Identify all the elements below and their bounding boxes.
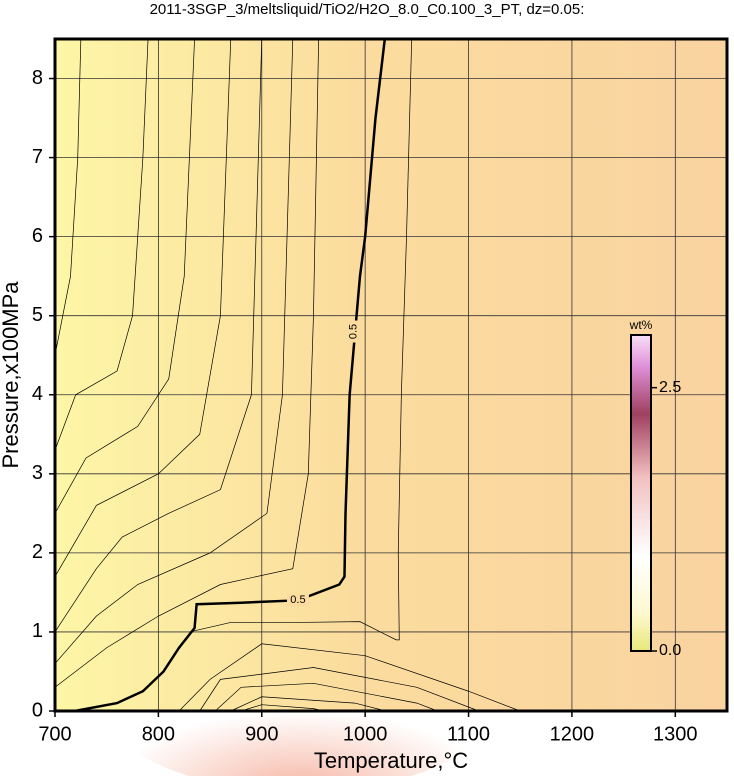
contour-line — [54, 38, 195, 514]
colorbar-tick-label: 2.5 — [659, 379, 681, 396]
contour-line — [54, 38, 82, 356]
y-tick-label: 4 — [32, 383, 43, 405]
y-tick-label: 8 — [32, 67, 43, 89]
contour-line — [54, 38, 232, 577]
y-tick-label: 5 — [32, 304, 43, 326]
y-tick-label: 6 — [32, 225, 43, 247]
x-tick-label: 1300 — [653, 723, 698, 745]
x-tick-label: 900 — [245, 723, 278, 745]
x-tick-label: 700 — [38, 723, 71, 745]
y-tick-label: 0 — [32, 699, 43, 721]
y-tick-label: 3 — [32, 462, 43, 484]
y-tick-label: 2 — [32, 541, 43, 563]
contour-line — [178, 643, 521, 712]
contour-line — [230, 696, 386, 712]
contour-line — [215, 682, 438, 712]
plot-shading — [110, 631, 490, 781]
contour-line — [54, 38, 263, 633]
contour-label: 0.5 — [290, 594, 305, 606]
x-tick-label: 800 — [142, 723, 175, 745]
plot-frame — [53, 37, 729, 713]
colorbar — [630, 334, 652, 652]
plot-background — [55, 39, 727, 711]
colorbar-label: wt% — [629, 318, 653, 332]
contour-label-bg — [347, 320, 360, 343]
x-tick-label: 1100 — [447, 723, 490, 745]
colorbar-tick-label: 0.0 — [659, 642, 681, 659]
contour-line — [54, 38, 319, 688]
contour-label: 0.5 — [348, 324, 360, 339]
contour-label-bg — [286, 594, 309, 607]
contour-line — [199, 667, 480, 712]
contour-line — [54, 38, 149, 451]
x-tick-label: 1000 — [343, 723, 388, 745]
y-tick-label: 1 — [32, 620, 43, 642]
y-axis-label: Pressure,x100MPa — [0, 281, 23, 469]
chart-title: 2011-3SGP_3/meltsliquid/TiO2/H2O_8.0_C0.… — [150, 1, 585, 18]
x-axis-label: Temperature,°C — [314, 748, 468, 773]
x-tick-label: 1200 — [550, 723, 595, 745]
y-tick-label: 7 — [32, 146, 43, 168]
contour-line — [54, 38, 294, 664]
contour-line — [189, 38, 413, 641]
